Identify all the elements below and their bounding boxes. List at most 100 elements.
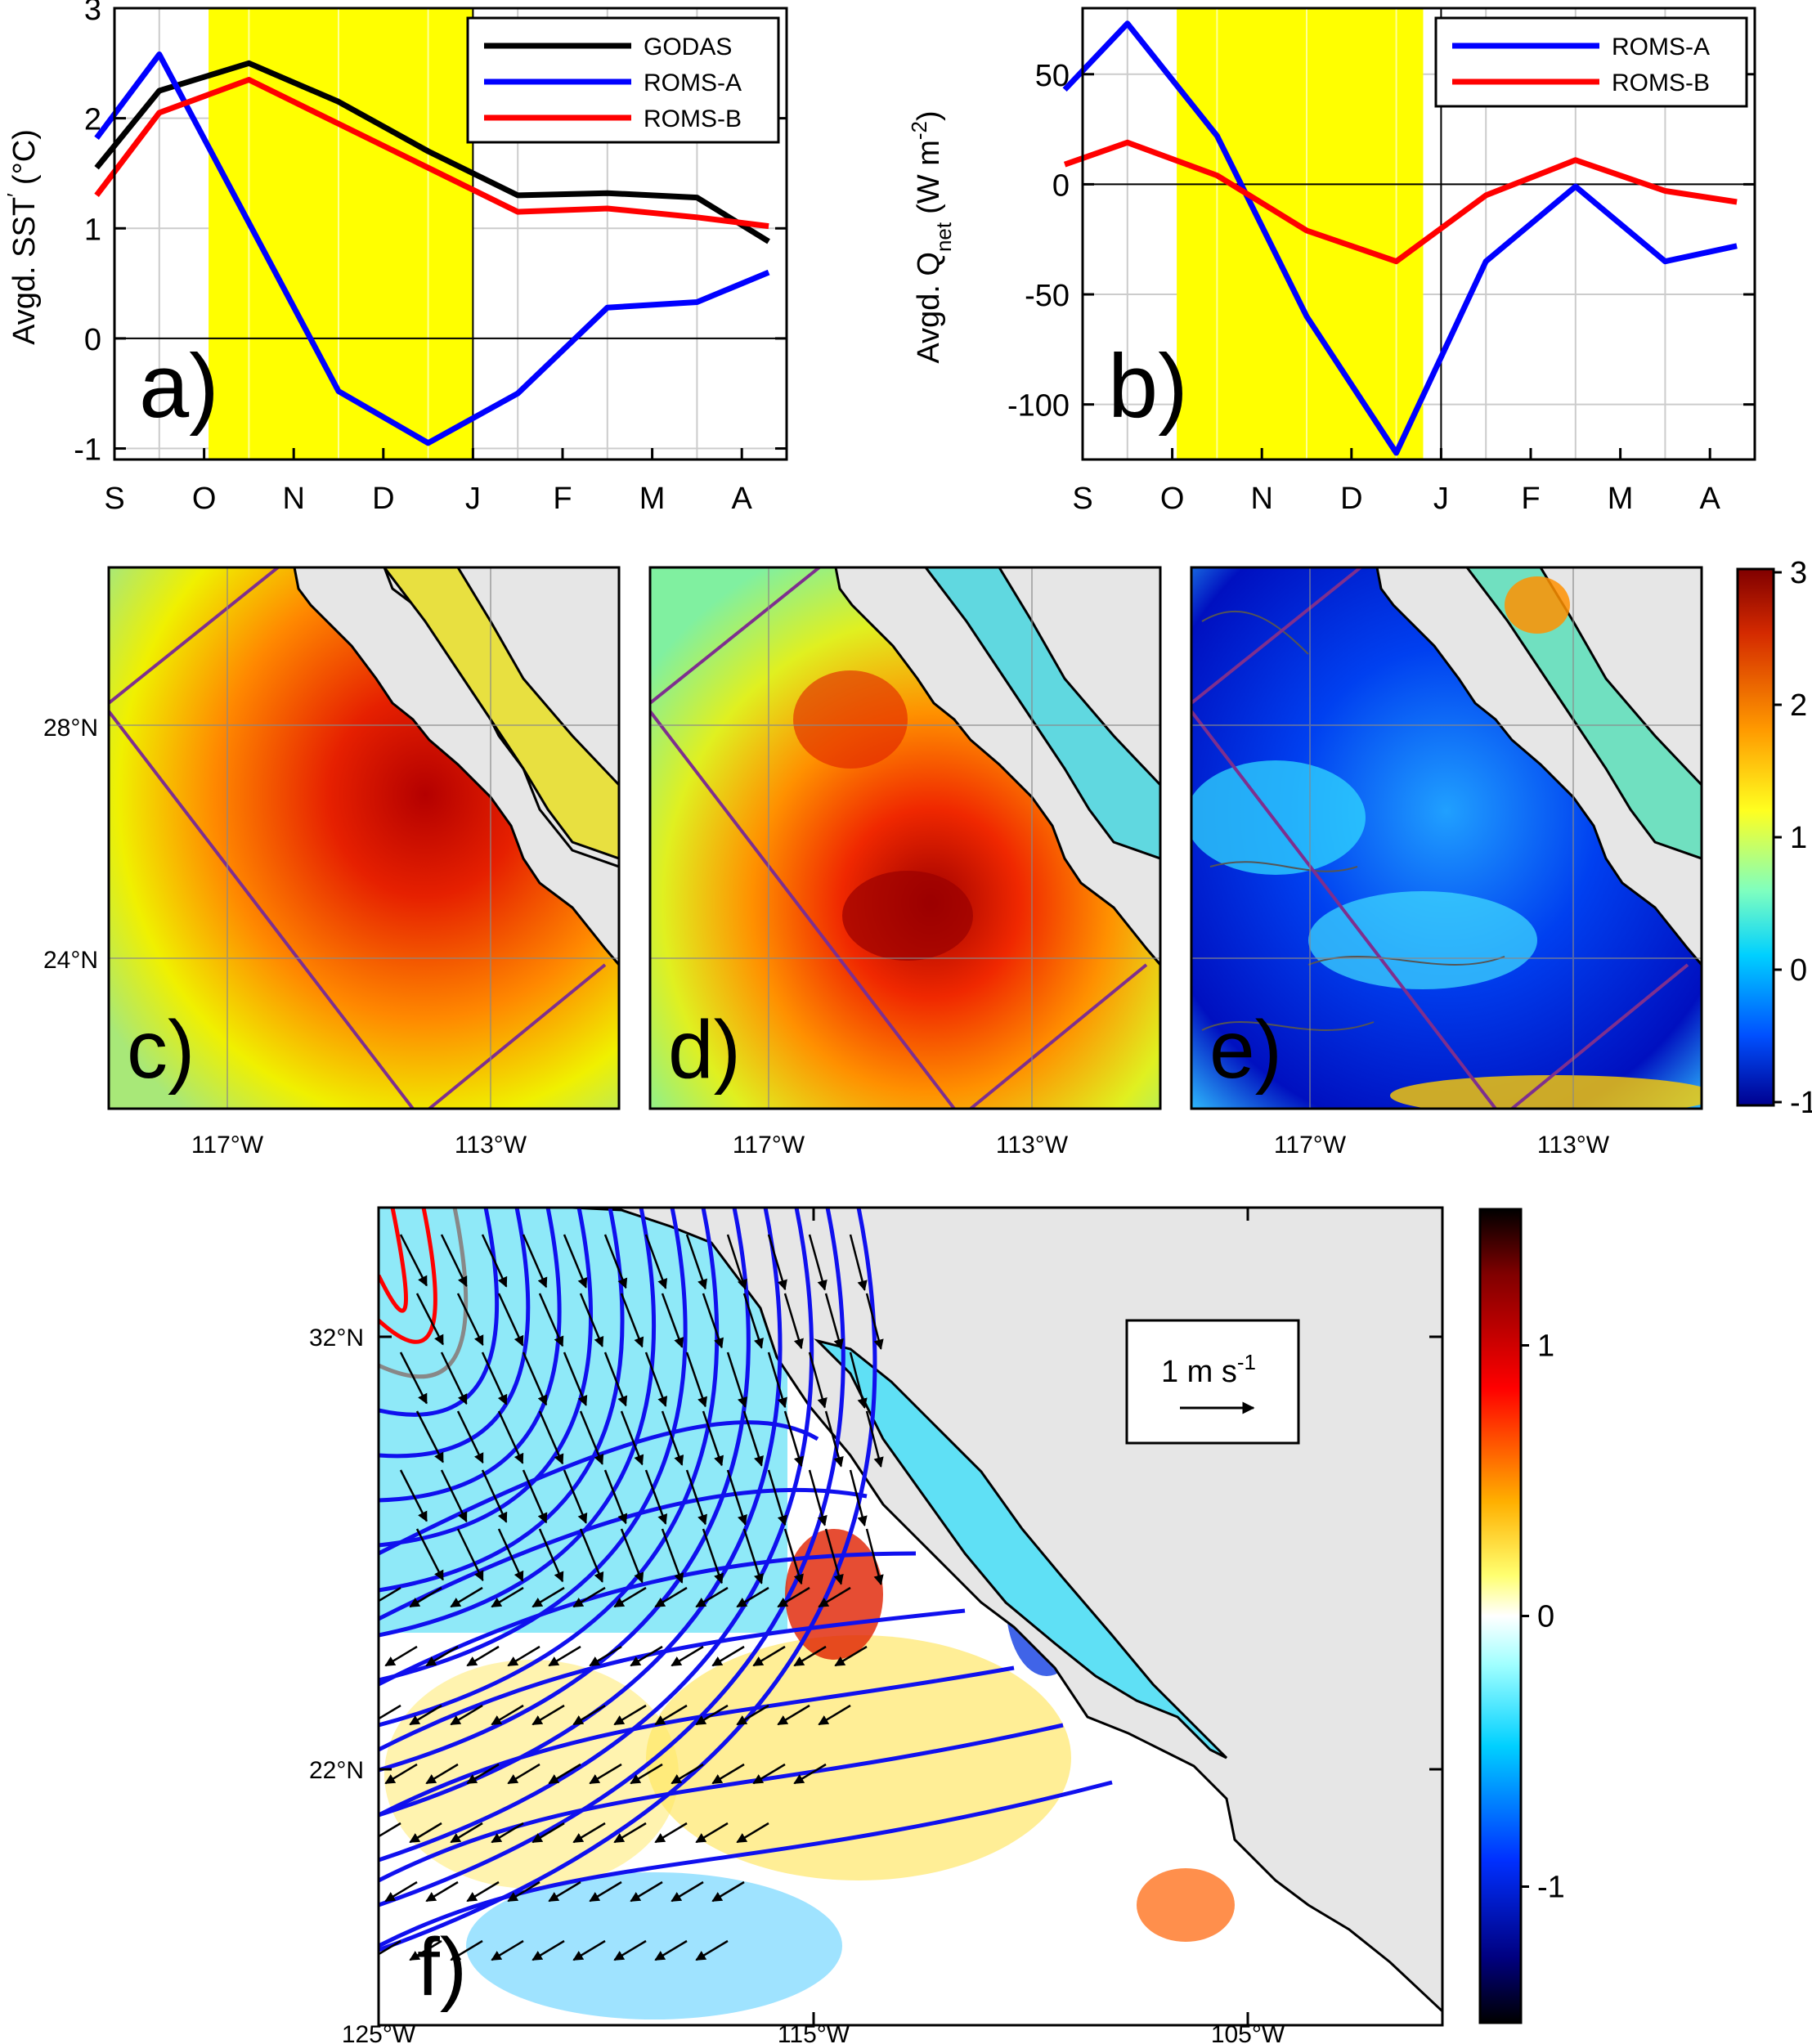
panel-f-arrow-94 bbox=[793, 1645, 827, 1667]
map-c-ytick-28n: 28°N bbox=[43, 715, 98, 742]
panel-f-yellow-region-1 bbox=[646, 1635, 1071, 1880]
panel-f-contour-11 bbox=[379, 1208, 751, 1773]
panel-f-arrow-51 bbox=[522, 1469, 548, 1524]
panel-f-arrow-15 bbox=[538, 1293, 564, 1347]
panel-f-arrow-20 bbox=[742, 1293, 764, 1349]
panel-f-scale-box: 1 m s-1 bbox=[1125, 1319, 1300, 1445]
colorbar-sst-tick-label-0: 3 bbox=[1790, 556, 1807, 590]
panel-f-arrow-88 bbox=[548, 1645, 581, 1667]
panel-f-arrow-40 bbox=[579, 1410, 604, 1465]
panel-a-ytick-label-3: 2 bbox=[84, 103, 101, 137]
panel-f-arrow-111 bbox=[507, 1763, 540, 1785]
panel-b-ylabel-main: Avgd. Q bbox=[912, 252, 946, 364]
panel-f-arrow-68 bbox=[742, 1528, 764, 1585]
map-e-xtick-117w: 117°W bbox=[1274, 1132, 1347, 1159]
panel-a-ylabel: Avgd. SST′ (°C) bbox=[2, 129, 42, 345]
panel-b-xtick-label-a: A bbox=[1700, 482, 1721, 516]
panel-a-legend-label-roms-b: ROMS-B bbox=[644, 105, 742, 132]
panel-f-arrow-76 bbox=[531, 1586, 565, 1608]
panel-f-contour-5 bbox=[379, 1208, 562, 1503]
panel-b-ylabel-unit: (W m bbox=[912, 140, 946, 214]
panel-f-arrow-104 bbox=[695, 1704, 729, 1726]
panel-f-arrow-102 bbox=[613, 1704, 647, 1726]
panel-f-arrow-96 bbox=[379, 1704, 401, 1725]
panel-f-arrow-85 bbox=[425, 1645, 459, 1667]
panel-e-plot bbox=[1191, 567, 1702, 1109]
maps-axis-labels: 28°N 24°N 117°W 113°W 117°W 113°W 117°W … bbox=[43, 715, 1610, 1159]
panel-f-arrow-114 bbox=[630, 1763, 663, 1785]
panel-f-contour-13 bbox=[379, 1208, 814, 1862]
colorbar-currents: 1 0 -1 bbox=[1478, 1208, 1565, 2024]
panel-a-label: a) bbox=[139, 336, 219, 437]
panel-f-arrow-128 bbox=[736, 1822, 769, 1844]
panel-f-arrow-19 bbox=[702, 1293, 724, 1349]
panel-b-series-roms-b bbox=[1063, 139, 1738, 265]
panel-f-arrow-34 bbox=[808, 1351, 828, 1409]
panel-d-warm-north bbox=[793, 670, 908, 769]
panel-f-arrow-32 bbox=[726, 1351, 747, 1408]
panel-f-arrow-120 bbox=[409, 1822, 442, 1844]
panel-f-arrow-56 bbox=[726, 1469, 747, 1526]
colorbar-sst-bar bbox=[1736, 567, 1775, 1107]
panel-f-contour-7 bbox=[379, 1208, 625, 1593]
panel-f-arrow-42 bbox=[661, 1410, 684, 1466]
colorbar-currents-bar bbox=[1478, 1208, 1523, 2024]
colorbar-sst-tick-label-2: 1 bbox=[1790, 821, 1807, 855]
panel-f-contour-s-5 bbox=[379, 1723, 1064, 1883]
panel-f-contour-s-3 bbox=[379, 1608, 966, 1752]
panel-f-arrow-92 bbox=[711, 1645, 745, 1667]
panel-f-contour-3 bbox=[379, 1208, 500, 1417]
panel-b-legend-label-roms-a: ROMS-A bbox=[1612, 34, 1710, 61]
panel-f-arrow-133 bbox=[548, 1880, 581, 1903]
panel-a-ylabel-main: Avgd. SST bbox=[7, 197, 42, 345]
panel-f-arrow-45 bbox=[783, 1410, 804, 1468]
panel-f-arrow-48 bbox=[399, 1469, 428, 1522]
panel-f-arrow-87 bbox=[507, 1645, 540, 1667]
panel-f-arrow-2 bbox=[481, 1234, 508, 1288]
panel-f-arrow-123 bbox=[531, 1822, 565, 1844]
panel-f-arrow-28 bbox=[563, 1351, 588, 1406]
panel-f-arrow-93 bbox=[752, 1645, 786, 1667]
panel-f-arrow-126 bbox=[654, 1822, 688, 1844]
panel-f-arrow-29 bbox=[603, 1351, 628, 1407]
panel-f-arrow-100 bbox=[531, 1704, 565, 1726]
panel-b-label: b) bbox=[1108, 336, 1188, 437]
panel-f-arrow-0 bbox=[399, 1234, 428, 1287]
scale-box-label: 1 m s-1 bbox=[1161, 1350, 1256, 1389]
panel-f-arrow-71 bbox=[865, 1528, 884, 1586]
panel-f-arrow-37 bbox=[456, 1410, 484, 1464]
panel-f-contour-8 bbox=[379, 1208, 657, 1638]
colorbar-sst: 3 2 1 0 -1 bbox=[1736, 556, 1812, 1120]
panel-c-domain-box bbox=[109, 567, 607, 1109]
panel-f-arrow-8 bbox=[726, 1234, 747, 1290]
panel-a-xtick-label-o: O bbox=[192, 482, 217, 516]
panel-f-arrow-30 bbox=[644, 1351, 668, 1407]
panel-f-arrow-53 bbox=[603, 1469, 628, 1525]
panel-b-legend-label-roms-b: ROMS-B bbox=[1612, 69, 1710, 96]
panel-f-arrow-83 bbox=[818, 1586, 851, 1608]
panel-d-warm-core bbox=[842, 871, 973, 961]
panel-c-gridlines bbox=[109, 567, 619, 1109]
colorbar-currents-tick-label-1: 0 bbox=[1537, 1600, 1554, 1634]
panel-f-arrow-77 bbox=[572, 1586, 606, 1608]
panel-f-arrow-119 bbox=[379, 1822, 401, 1843]
panel-f-arrow-73 bbox=[409, 1586, 442, 1608]
panel-f-arrow-31 bbox=[685, 1351, 707, 1408]
map-f-xtick-115w: 115°W bbox=[778, 2021, 850, 2044]
panel-a-series-godas bbox=[94, 60, 770, 244]
panel-f-arrow-140 bbox=[450, 1939, 483, 1961]
panel-f-arrow-13 bbox=[456, 1293, 484, 1347]
panel-f-arrow-141 bbox=[491, 1939, 524, 1961]
panel-f-arrow-69 bbox=[783, 1528, 804, 1585]
panel-e-domain-box bbox=[1191, 567, 1689, 1109]
panel-f-arrow-121 bbox=[450, 1822, 483, 1844]
panel-d-gulf-water bbox=[924, 567, 1160, 860]
panel-d-gridlines bbox=[650, 567, 1160, 1109]
panel-f-arrow-59 bbox=[849, 1469, 868, 1527]
panel-a-ylabel-prime: ′ bbox=[2, 193, 27, 197]
panel-b-ytick-label-3: 50 bbox=[1035, 59, 1070, 93]
panel-f-arrow-105 bbox=[736, 1704, 769, 1726]
panel-f-arrow-112 bbox=[548, 1763, 581, 1785]
panel-f-arrow-72 bbox=[379, 1586, 401, 1607]
panel-f-arrow-14 bbox=[497, 1293, 524, 1347]
